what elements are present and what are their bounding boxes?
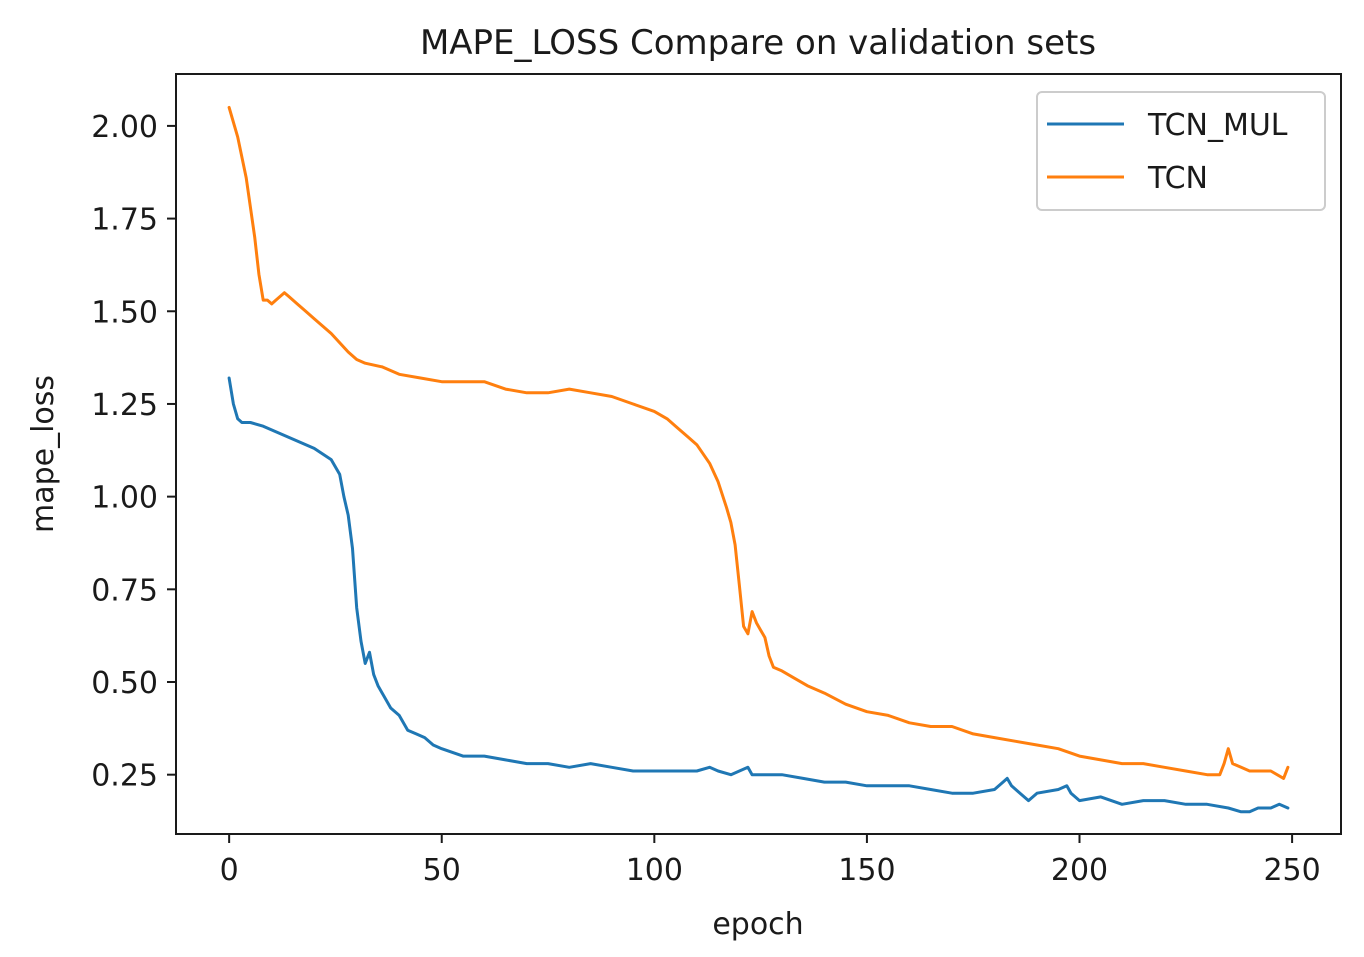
y-tick-label: 0.25: [91, 759, 158, 794]
legend: TCN_MUL TCN: [1036, 91, 1326, 211]
y-tick-label: 0.50: [91, 666, 158, 701]
y-axis-ticks: 0.25 0.50 0.75 1.00 1.25 1.50 1.75 2.00: [91, 110, 176, 794]
legend-label-tcn-mul: TCN_MUL: [1147, 108, 1288, 143]
legend-frame: [1036, 91, 1326, 211]
y-tick-label: 1.00: [91, 481, 158, 516]
plot-lines: [227, 105, 1290, 814]
x-tick-label: 0: [220, 853, 239, 888]
y-tick-label: 2.00: [91, 110, 158, 145]
y-tick-label: 0.75: [91, 573, 158, 608]
x-axis-ticks: 0 50 100 150 200 250: [220, 834, 1321, 888]
legend-label-tcn: TCN: [1147, 161, 1208, 196]
chart-title: MAPE_LOSS Compare on validation sets: [420, 23, 1096, 63]
x-tick-label: 150: [838, 853, 895, 888]
y-tick-label: 1.75: [91, 203, 158, 238]
x-tick-label: 250: [1263, 853, 1320, 888]
x-tick-label: 200: [1051, 853, 1108, 888]
y-tick-label: 1.25: [91, 388, 158, 423]
y-tick-label: 1.50: [91, 295, 158, 330]
x-tick-label: 50: [423, 853, 461, 888]
y-axis-label: mape_loss: [26, 375, 61, 533]
x-axis-label: epoch: [712, 907, 803, 942]
x-tick-label: 100: [626, 853, 683, 888]
plot-frame: [175, 73, 1342, 835]
series-line-tcn-mul: [227, 376, 1290, 814]
series-line-tcn: [227, 105, 1290, 780]
